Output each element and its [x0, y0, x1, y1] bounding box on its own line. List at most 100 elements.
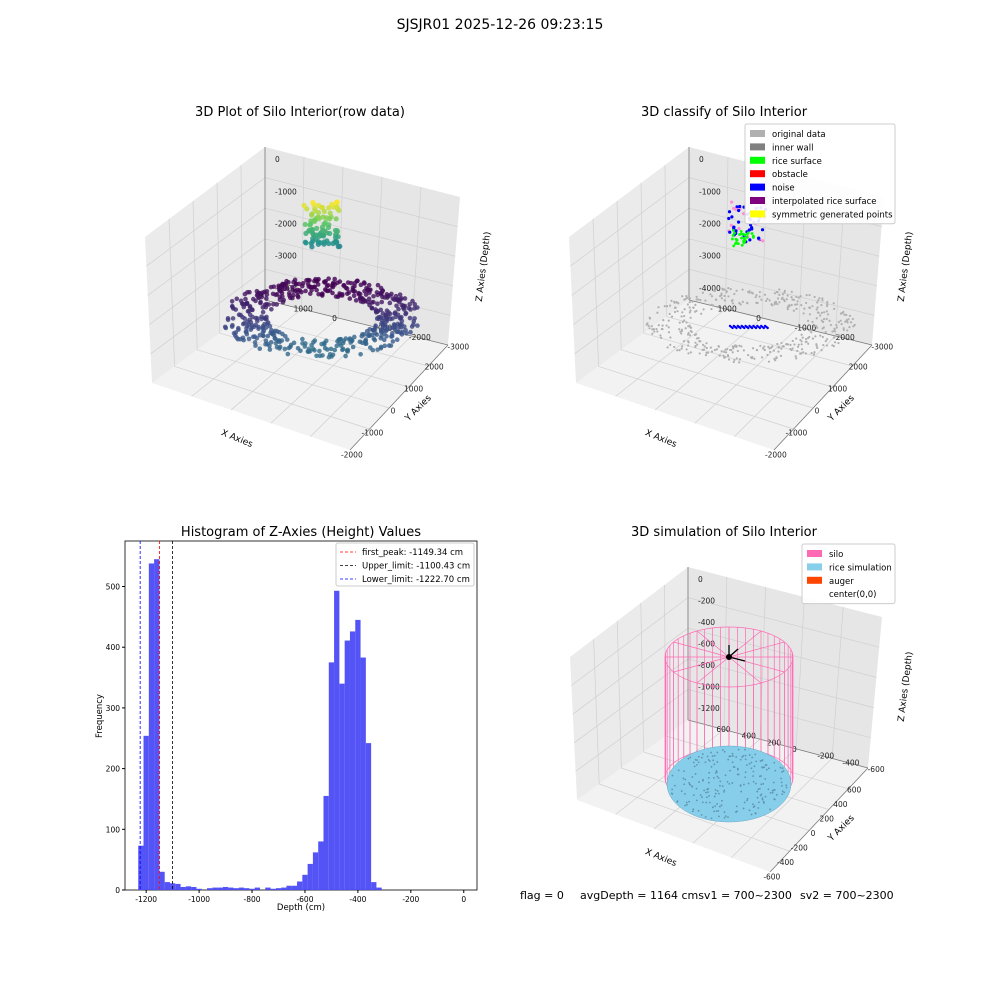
original-point: [824, 330, 827, 334]
rice-point: [719, 784, 721, 787]
rice-point: [704, 816, 707, 818]
data-point: [308, 221, 314, 227]
histogram-bar: [143, 735, 149, 890]
y-tick-label: -200: [817, 752, 834, 761]
original-point: [655, 327, 658, 331]
original-point: [821, 299, 824, 302]
data-point: [315, 239, 321, 245]
data-point: [319, 227, 326, 234]
original-point: [800, 340, 803, 343]
original-point: [687, 325, 690, 328]
data-point: [308, 240, 314, 246]
noise-point: [731, 326, 734, 330]
data-point: [323, 278, 328, 284]
data-point: [279, 338, 285, 343]
data-point: [392, 324, 398, 330]
original-point: [833, 327, 836, 330]
original-point: [808, 329, 811, 332]
original-point: [821, 335, 824, 339]
original-point: [815, 325, 818, 328]
data-point: [271, 333, 277, 338]
original-point: [825, 317, 828, 320]
grid-line: [616, 200, 622, 350]
rice-point: [737, 748, 740, 751]
data-point: [387, 300, 393, 306]
x-tick-label: 0: [391, 407, 396, 416]
data-point: [359, 333, 365, 339]
data-point: [384, 327, 390, 332]
original-point: [815, 343, 818, 346]
data-point: [333, 294, 339, 299]
grid-line: [688, 269, 875, 316]
original-point: [795, 295, 798, 298]
original-point: [826, 301, 829, 304]
data-point: [260, 309, 266, 315]
grid-line: [687, 689, 871, 739]
data-point: [291, 279, 296, 285]
original-point: [795, 307, 798, 310]
rice-point: [743, 783, 745, 786]
data-point: [401, 303, 406, 309]
histogram-bar: [164, 882, 170, 890]
legend-swatch: [750, 156, 765, 164]
original-point: [800, 348, 804, 351]
grid-line: [219, 332, 409, 388]
histogram-bar: [344, 640, 350, 890]
rice-point: [704, 761, 707, 764]
data-point: [242, 320, 247, 326]
rice-point: [769, 808, 771, 811]
y-tick-label: 200: [106, 765, 121, 774]
data-point: [325, 288, 331, 294]
x-axis-label: X Axies: [643, 847, 678, 869]
original-point: [686, 303, 689, 306]
original-point: [814, 335, 817, 338]
rice-point: [755, 760, 758, 763]
original-point: [681, 345, 684, 348]
original-point: [700, 312, 703, 315]
data-point: [381, 337, 387, 343]
data-point: [276, 283, 281, 289]
rice-point: [739, 758, 742, 761]
original-point: [681, 311, 684, 314]
data-point: [337, 279, 343, 284]
data-point: [271, 302, 276, 307]
grid-line: [270, 326, 376, 424]
original-point: [815, 317, 818, 320]
rice-point: [713, 754, 716, 757]
rice-point: [676, 801, 679, 803]
data-point: [302, 221, 308, 228]
rice-point: [744, 771, 747, 774]
original-point: [746, 302, 749, 305]
z-tick-label: 0: [698, 575, 703, 584]
rice-surface-point: [732, 244, 736, 248]
data-point: [327, 210, 333, 216]
data-point: [247, 317, 253, 323]
original-point: [835, 323, 838, 327]
original-point: [685, 295, 688, 298]
sv2-text: sv2 = 700~2300: [800, 889, 894, 902]
original-point: [778, 293, 781, 296]
original-point: [698, 352, 701, 355]
original-point: [767, 360, 771, 363]
rice-point: [699, 794, 702, 796]
x-tick-label: -400: [777, 858, 794, 867]
data-point: [346, 290, 352, 295]
rice-point: [740, 790, 743, 793]
original-point: [726, 348, 729, 351]
original-point: [699, 340, 702, 343]
original-point: [678, 328, 681, 331]
grid-line: [688, 207, 880, 257]
rice-point: [775, 793, 778, 796]
y-tick-label: 0: [115, 886, 120, 895]
original-point: [770, 303, 773, 306]
original-point: [731, 345, 734, 348]
histogram-bar: [312, 852, 319, 890]
data-point: [340, 346, 346, 352]
grid-line: [723, 576, 728, 730]
x-tick-label: 600: [847, 785, 862, 794]
data-point: [307, 291, 313, 296]
grid-lines: [146, 156, 458, 437]
original-point: [704, 354, 708, 357]
rice-point: [691, 810, 694, 813]
data-point: [277, 344, 283, 350]
